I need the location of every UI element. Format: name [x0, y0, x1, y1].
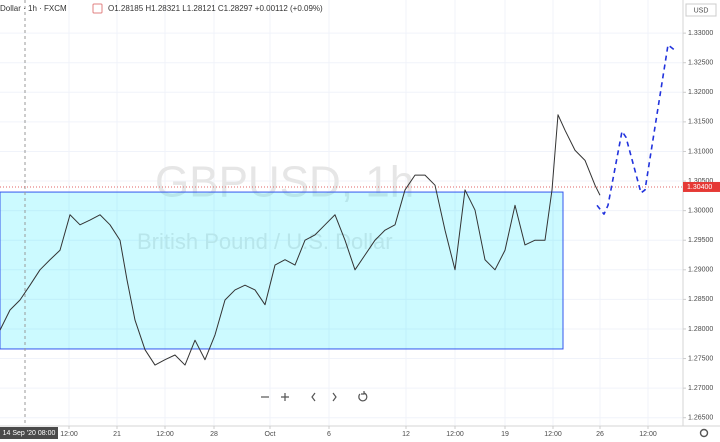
x-tick-label: 12: [402, 431, 410, 438]
x-tick-label: 12:00: [156, 431, 174, 438]
x-tick-label: 6: [327, 431, 331, 438]
x-tick-label: Oct: [265, 431, 276, 438]
close-icon[interactable]: [92, 3, 103, 14]
x-tick-label: 21: [113, 431, 121, 438]
y-tick-label: 1.29000: [688, 267, 713, 274]
y-tick-label: 1.31000: [688, 148, 713, 155]
series-line: [596, 44, 676, 215]
last-price-box: [683, 181, 720, 192]
x-tick-label: 12:00: [60, 431, 78, 438]
last-price-label: 1.30400: [687, 184, 712, 191]
plot: [0, 0, 683, 426]
watermark: GBPUSD, 1h: [155, 158, 414, 207]
y-tick-label: 1.30500: [688, 178, 713, 185]
axes: 1.26500 1.27000 1.27500 1.28000 1.28500 1.290…: [0, 30, 720, 439]
y-tick-label: 1.27000: [688, 385, 713, 392]
y-tick-label: 1.30000: [688, 207, 713, 214]
x-tick-label: 12:00: [446, 431, 464, 438]
reset[interactable]: [358, 391, 368, 402]
y-tick-label: 1.27500: [688, 355, 713, 362]
y-tick-label: 1.32000: [688, 89, 713, 96]
ohlc-values: O1.28185 H1.28321 L1.28121 C1.28297 +0.0…: [108, 4, 323, 13]
symbol-title: Dollar · 1h · FXCM: [0, 4, 67, 13]
currency-button[interactable]: [685, 3, 717, 17]
x-tick-label: 12:00: [544, 431, 562, 438]
watermark-subtitle: British Pound / U.S. Dollar: [137, 229, 393, 254]
x-tick-label: 28: [210, 431, 218, 438]
y-tick-label: 1.29500: [688, 237, 713, 244]
y-tick-label: 1.33000: [688, 30, 713, 37]
grid: [0, 0, 683, 426]
x-tick-label: 12:00: [639, 431, 657, 438]
zoom-in[interactable]: [281, 393, 289, 401]
zoom-toolbar: [261, 391, 368, 402]
settings-icon[interactable]: [699, 428, 709, 438]
y-tick-label: 1.26500: [688, 415, 713, 422]
series-line: [0, 114, 601, 366]
x-tick-label: 19: [501, 431, 509, 438]
crosshair-box: [0, 427, 58, 439]
scroll-right[interactable]: [332, 392, 337, 402]
scroll-left[interactable]: [311, 392, 316, 402]
range-rectangle: [0, 191, 564, 350]
settings-gear[interactable]: [699, 428, 709, 438]
y-tick-label: 1.31500: [688, 119, 713, 126]
currency-label: USD: [694, 7, 709, 14]
y-tick-label: 1.28500: [688, 296, 713, 303]
crosshair-label: 14 Sep '20 08:00: [3, 430, 56, 437]
y-tick-label: 1.28000: [688, 326, 713, 333]
y-tick-label: 1.32500: [688, 60, 713, 67]
x-tick-label: 26: [596, 431, 604, 438]
